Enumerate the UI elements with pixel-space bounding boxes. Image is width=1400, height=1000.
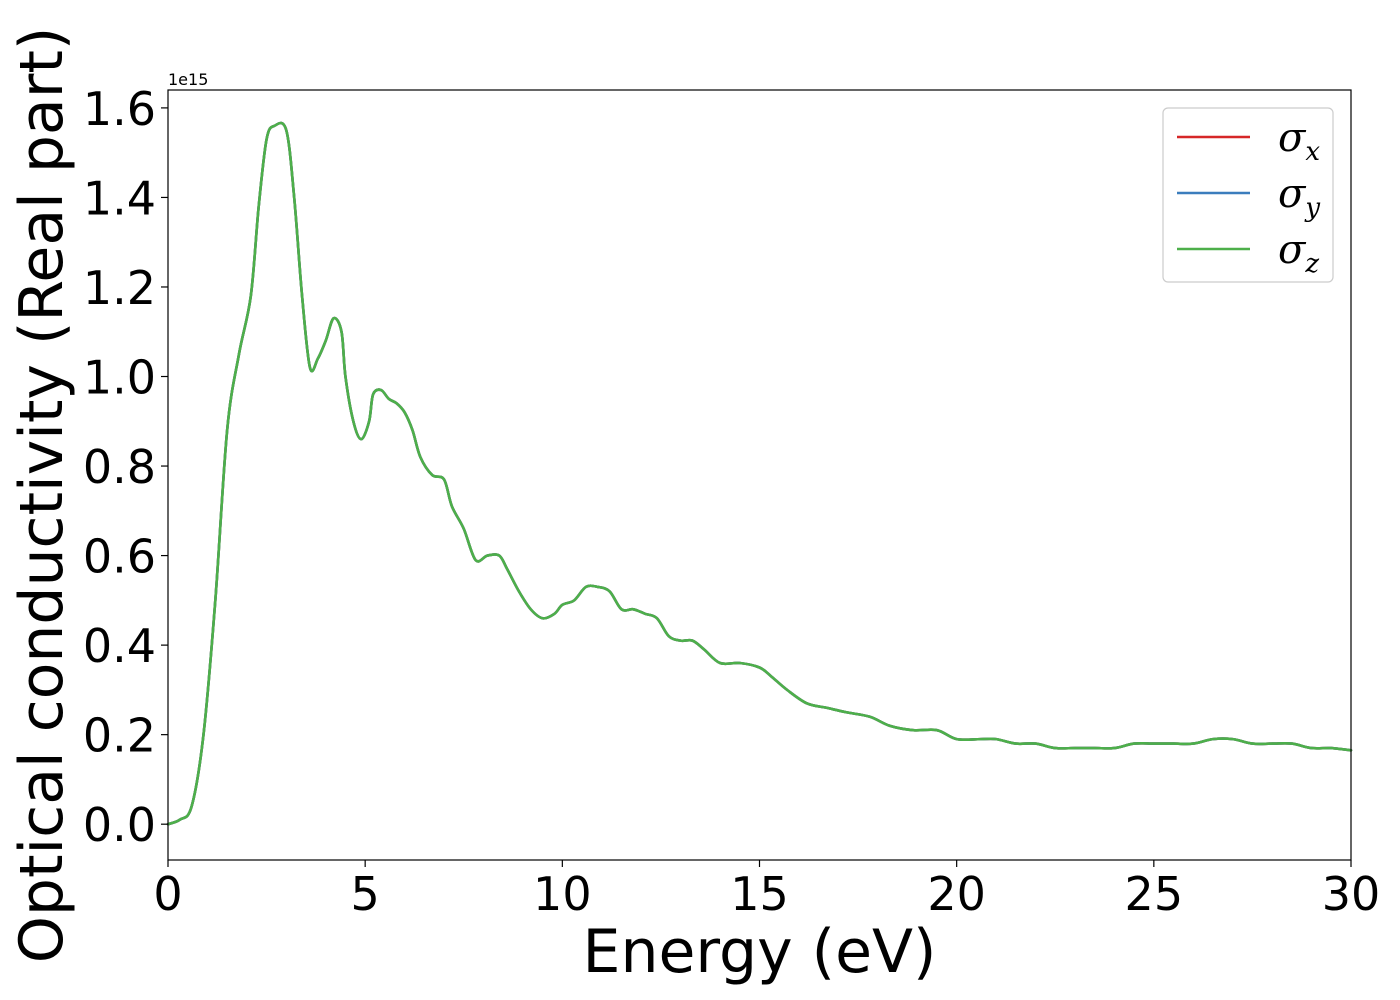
y-offset-label: 1e15 — [168, 70, 208, 89]
x-tick-label: 30 — [1322, 867, 1381, 921]
legend-label-z: σz — [1278, 227, 1319, 279]
x-tick-label: 0 — [153, 867, 182, 921]
x-tick-label: 15 — [730, 867, 789, 921]
x-tick-label: 10 — [533, 867, 592, 921]
legend-label-subscript: z — [1304, 249, 1319, 279]
y-tick-label: 0.4 — [83, 619, 156, 673]
legend-label-subscript: x — [1305, 137, 1320, 167]
y-tick-label: 0.6 — [83, 530, 156, 584]
x-tick-label: 5 — [351, 867, 380, 921]
x-axis-label: Energy (eV) — [583, 917, 937, 987]
y-tick-label: 1.4 — [83, 171, 156, 225]
legend-label-y: σy — [1278, 171, 1320, 223]
x-tick-label: 20 — [927, 867, 986, 921]
y-tick-label: 0.8 — [83, 440, 156, 494]
y-tick-label: 1.6 — [83, 82, 156, 136]
legend-label-main: σ — [1278, 115, 1307, 161]
y-tick-label: 1.2 — [83, 261, 156, 315]
legend-label-subscript: y — [1304, 193, 1320, 223]
ticks-layer: 0 5 10 15 20 25 30 0.0 0.2 0.4 0.6 0.8 1.0 1.2 1.4 1.6 — [83, 82, 1380, 921]
legend-label-main: σ — [1278, 171, 1307, 217]
y-tick-label: 0.0 — [83, 798, 156, 852]
series-line-z — [166, 121, 1353, 826]
legend-box — [1162, 107, 1334, 283]
y-tick-label: 0.2 — [83, 709, 156, 763]
legend-label-x: σx — [1278, 115, 1320, 167]
y-tick-label: 1.0 — [83, 351, 156, 405]
legend-label-main: σ — [1278, 227, 1307, 273]
x-tick-label: 25 — [1125, 867, 1184, 921]
y-axis-label: Optical conductivity (Real part) — [7, 27, 77, 964]
series-layer — [166, 121, 1353, 826]
